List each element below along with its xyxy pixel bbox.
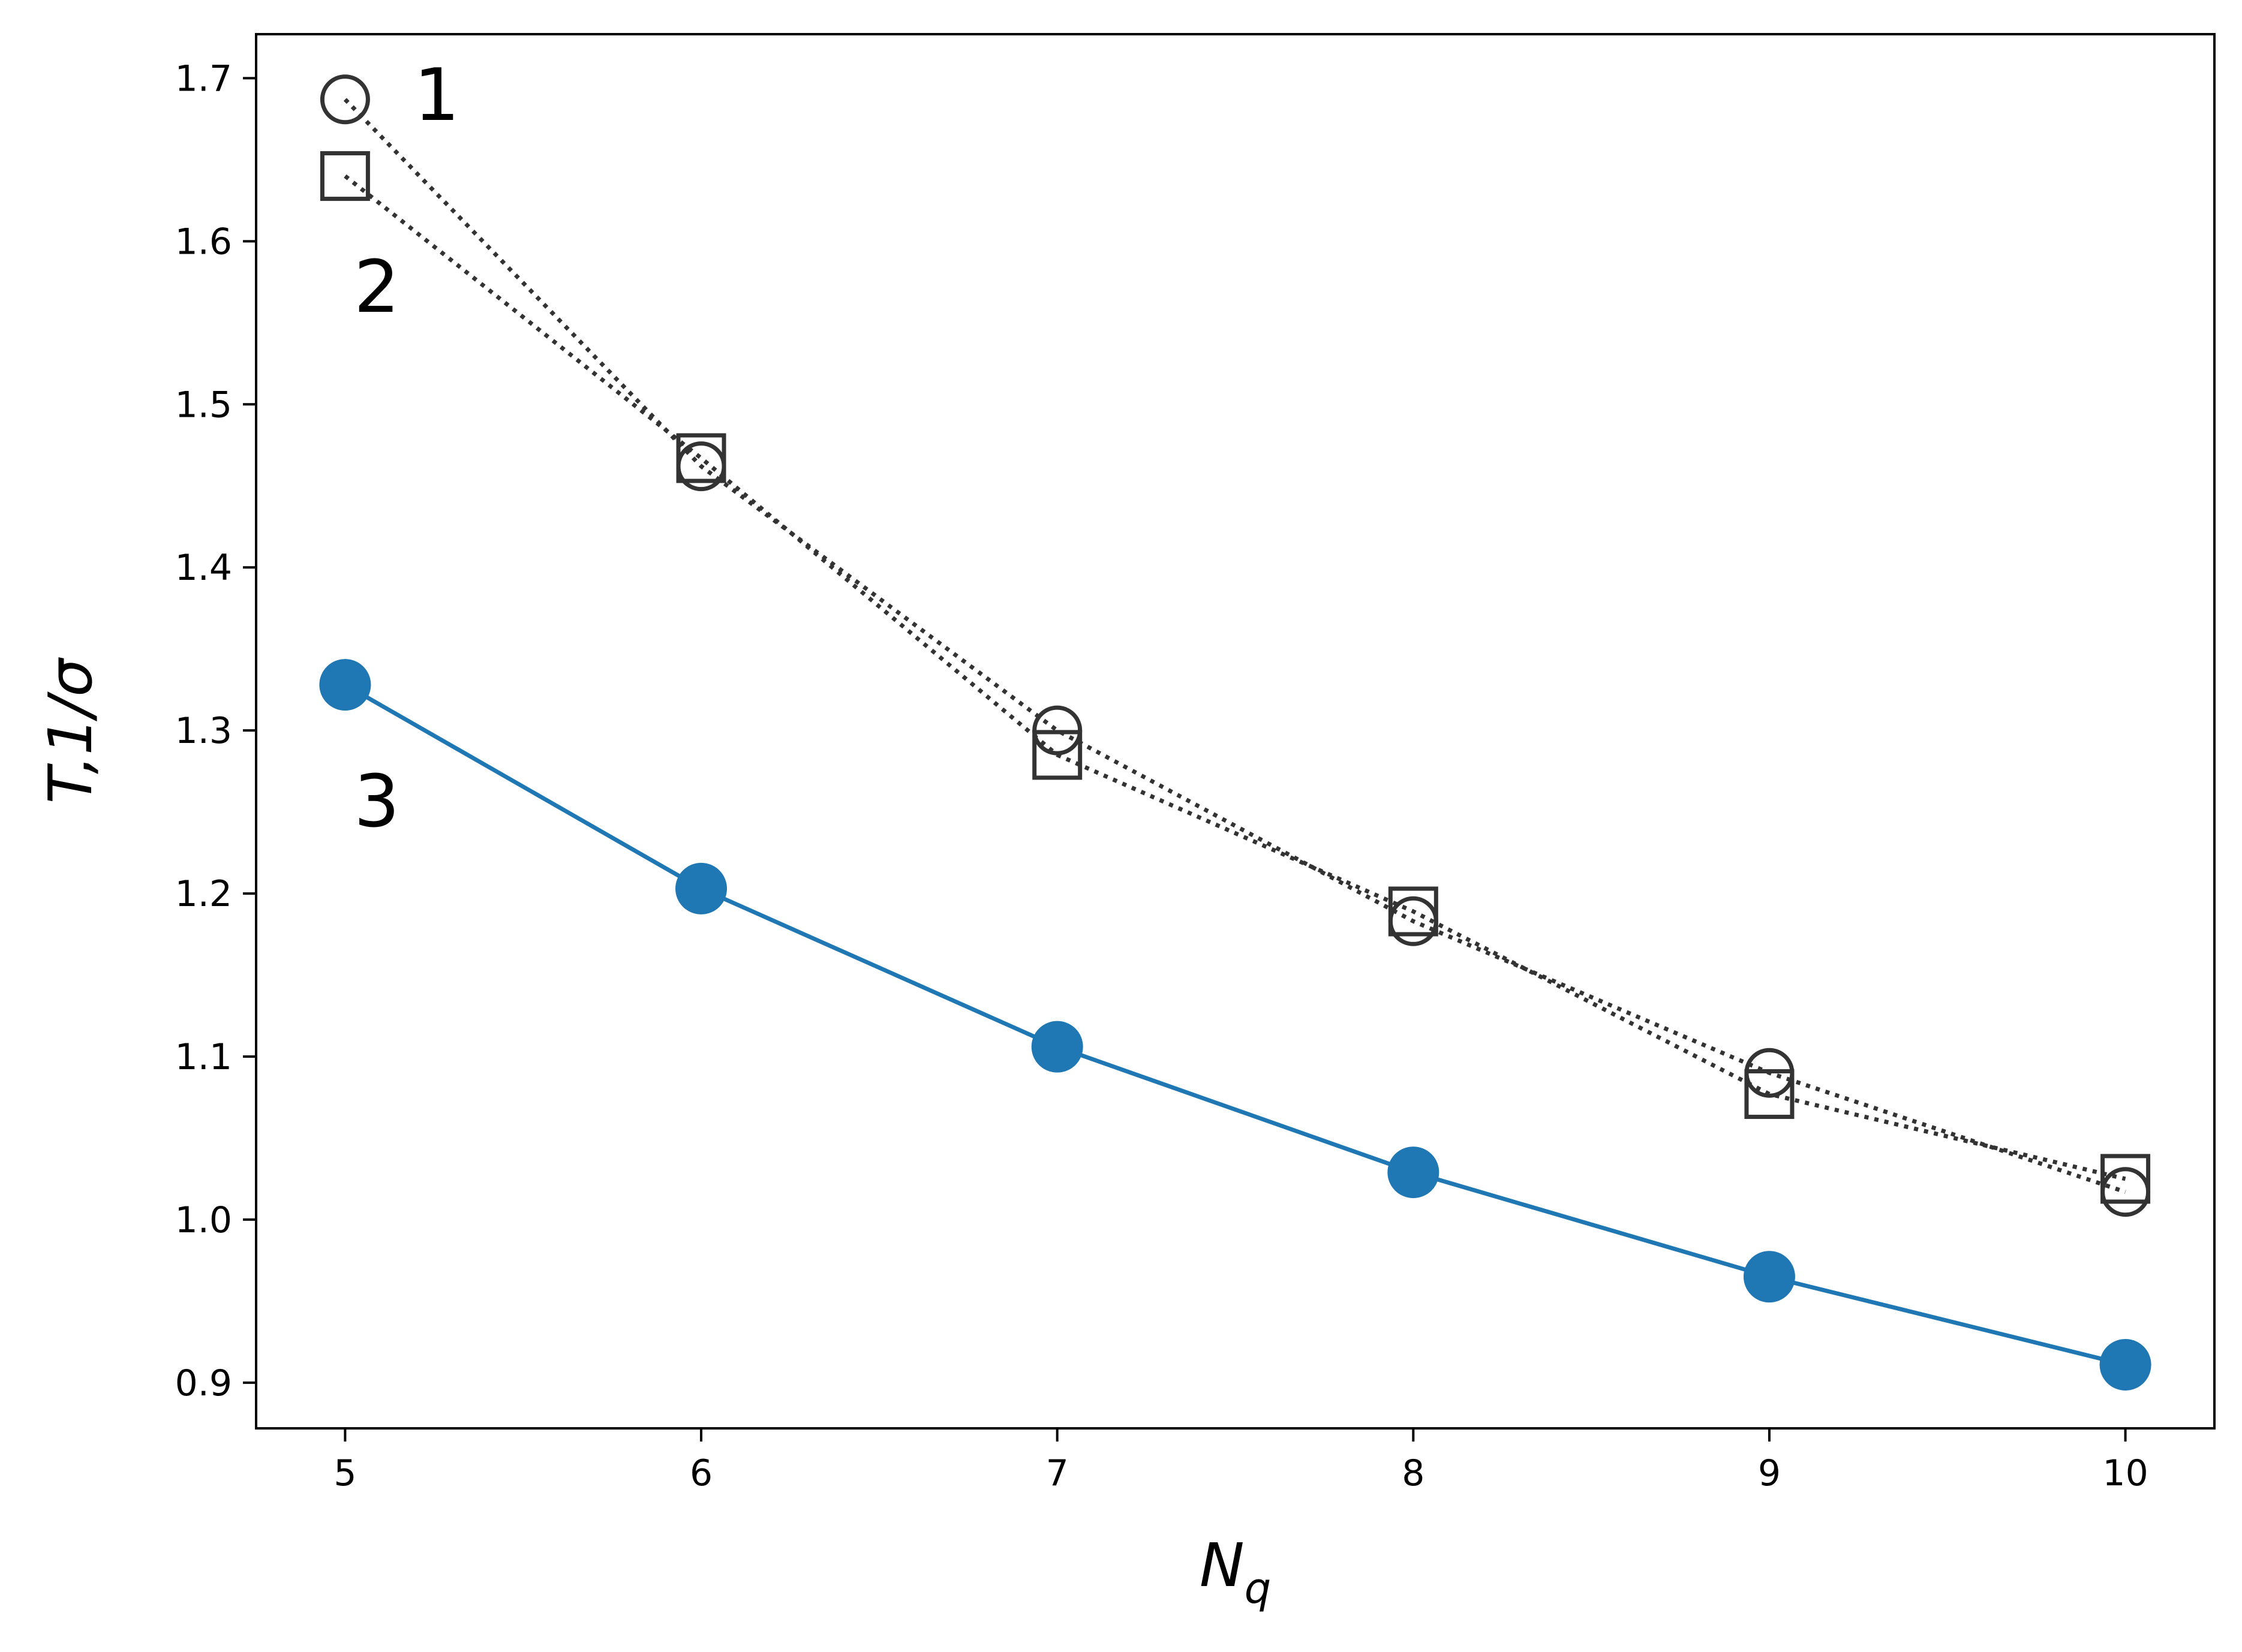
y-tick-label: 1.3 [175,710,232,752]
series-2-point [676,433,726,483]
x-axis-label-base: N [1200,1530,1245,1600]
series-1-point [320,74,370,125]
series-3-line [344,682,2126,1367]
series-3-point [1743,1251,1795,1303]
series-2 [320,151,2151,1204]
y-tick-label: 1.4 [175,547,232,589]
series-annotation-3: 3 [354,760,399,844]
series-annotation-2: 2 [354,246,399,329]
series-annotation-1: 1 [414,54,459,137]
x-tick-label: 9 [1758,1452,1781,1494]
series-2-line [344,174,2126,1181]
y-axis-label: T,1/σ [35,657,106,804]
x-axis-label-subscript: q [1245,1564,1271,1613]
y-tick-label: 1.6 [175,221,232,263]
series-2-point [320,151,370,201]
y-tick-label: 1.1 [175,1036,232,1078]
y-tick-label: 1.0 [175,1199,232,1241]
series-3-point [2099,1338,2151,1391]
x-tick-label: 6 [690,1452,713,1494]
y-tick-label: 1.5 [175,384,232,426]
ticks-layer: 5 6 7 8 9 10 0.9 1.0 1.1 1.2 1.3 1.4 1.5 1.6 1.7 [175,58,2148,1494]
series-3-point [319,659,371,711]
series-1-line [343,98,2126,1194]
y-tick-label: 1.7 [175,58,232,100]
series-2-point [1744,1069,1795,1120]
y-tick-label: 0.9 [175,1362,232,1404]
x-tick-label: 7 [1046,1452,1069,1494]
labels-layer: Nq T,1/σ 1 2 3 [35,54,1271,1613]
x-tick-label: 5 [333,1452,356,1494]
plot-frame [255,33,2216,1430]
x-axis-label: Nq [1200,1530,1271,1613]
series-3-point [675,862,728,914]
series-3 [319,659,2151,1391]
x-tick-label: 10 [2102,1452,2148,1494]
series-layer [319,74,2151,1391]
series-3-point [1387,1147,1439,1199]
series-2-point [1032,730,1083,780]
series-3-point [1031,1021,1083,1073]
y-tick-label: 1.2 [175,873,232,915]
x-tick-label: 8 [1402,1452,1424,1494]
series-2-point [1388,886,1438,937]
series-2-point [2100,1154,2151,1204]
